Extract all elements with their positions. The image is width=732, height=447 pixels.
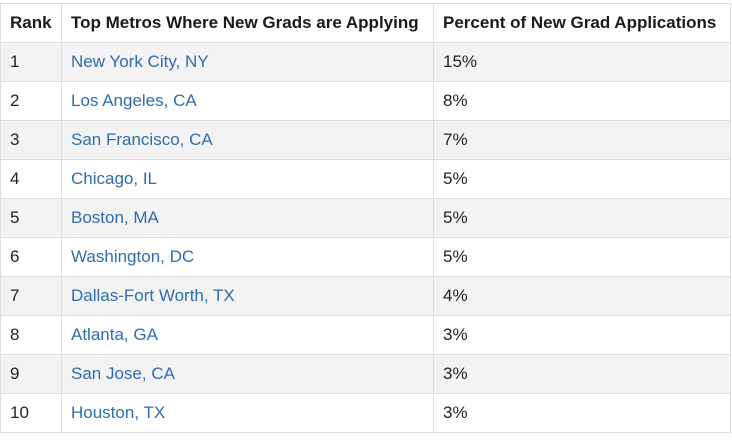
metro-cell: San Jose, CA — [61, 354, 434, 394]
rank-cell: 5 — [0, 198, 62, 238]
table-header: Rank Top Metros Where New Grads are Appl… — [0, 3, 731, 43]
metro-link[interactable]: Boston, MA — [71, 208, 159, 227]
rank-cell: 9 — [0, 354, 62, 394]
rank-cell: 4 — [0, 159, 62, 199]
percent-cell: 5% — [433, 237, 731, 277]
percent-cell: 3% — [433, 393, 731, 433]
rank-cell: 6 — [0, 237, 62, 277]
table-row: 5 Boston, MA 5% — [0, 198, 731, 238]
metro-cell: San Francisco, CA — [61, 120, 434, 160]
metro-link[interactable]: Washington, DC — [71, 247, 195, 266]
header-row: Rank Top Metros Where New Grads are Appl… — [0, 3, 731, 43]
percent-cell: 8% — [433, 81, 731, 121]
header-rank: Rank — [0, 3, 62, 43]
metro-link[interactable]: Atlanta, GA — [71, 325, 158, 344]
rank-cell: 10 — [0, 393, 62, 433]
metro-cell: Dallas-Fort Worth, TX — [61, 276, 434, 316]
percent-cell: 15% — [433, 42, 731, 82]
rank-cell: 3 — [0, 120, 62, 160]
metro-link[interactable]: Chicago, IL — [71, 169, 157, 188]
metro-cell: Chicago, IL — [61, 159, 434, 199]
metro-link[interactable]: San Jose, CA — [71, 364, 175, 383]
rank-cell: 2 — [0, 81, 62, 121]
metro-cell: Houston, TX — [61, 393, 434, 433]
metro-cell: Washington, DC — [61, 237, 434, 277]
metro-link[interactable]: Houston, TX — [71, 403, 166, 422]
metro-link[interactable]: San Francisco, CA — [71, 130, 213, 149]
percent-cell: 5% — [433, 159, 731, 199]
percent-cell: 3% — [433, 354, 731, 394]
metros-table-container: Rank Top Metros Where New Grads are Appl… — [0, 3, 731, 433]
rank-cell: 7 — [0, 276, 62, 316]
metros-table: Rank Top Metros Where New Grads are Appl… — [0, 3, 731, 433]
percent-cell: 7% — [433, 120, 731, 160]
table-row: 10 Houston, TX 3% — [0, 393, 731, 433]
table-row: 2 Los Angeles, CA 8% — [0, 81, 731, 121]
percent-cell: 5% — [433, 198, 731, 238]
table-row: 9 San Jose, CA 3% — [0, 354, 731, 394]
rank-cell: 8 — [0, 315, 62, 355]
rank-cell: 1 — [0, 42, 62, 82]
metro-cell: Atlanta, GA — [61, 315, 434, 355]
table-row: 8 Atlanta, GA 3% — [0, 315, 731, 355]
table-row: 3 San Francisco, CA 7% — [0, 120, 731, 160]
metro-link[interactable]: Dallas-Fort Worth, TX — [71, 286, 235, 305]
metro-link[interactable]: New York City, NY — [71, 52, 209, 71]
header-percent: Percent of New Grad Applications — [433, 3, 731, 43]
percent-cell: 4% — [433, 276, 731, 316]
percent-cell: 3% — [433, 315, 731, 355]
table-row: 6 Washington, DC 5% — [0, 237, 731, 277]
table-body: 1 New York City, NY 15% 2 Los Angeles, C… — [0, 42, 731, 433]
table-row: 1 New York City, NY 15% — [0, 42, 731, 82]
metro-link[interactable]: Los Angeles, CA — [71, 91, 197, 110]
table-row: 7 Dallas-Fort Worth, TX 4% — [0, 276, 731, 316]
table-row: 4 Chicago, IL 5% — [0, 159, 731, 199]
header-metro: Top Metros Where New Grads are Applying — [61, 3, 434, 43]
metro-cell: New York City, NY — [61, 42, 434, 82]
metro-cell: Los Angeles, CA — [61, 81, 434, 121]
metro-cell: Boston, MA — [61, 198, 434, 238]
